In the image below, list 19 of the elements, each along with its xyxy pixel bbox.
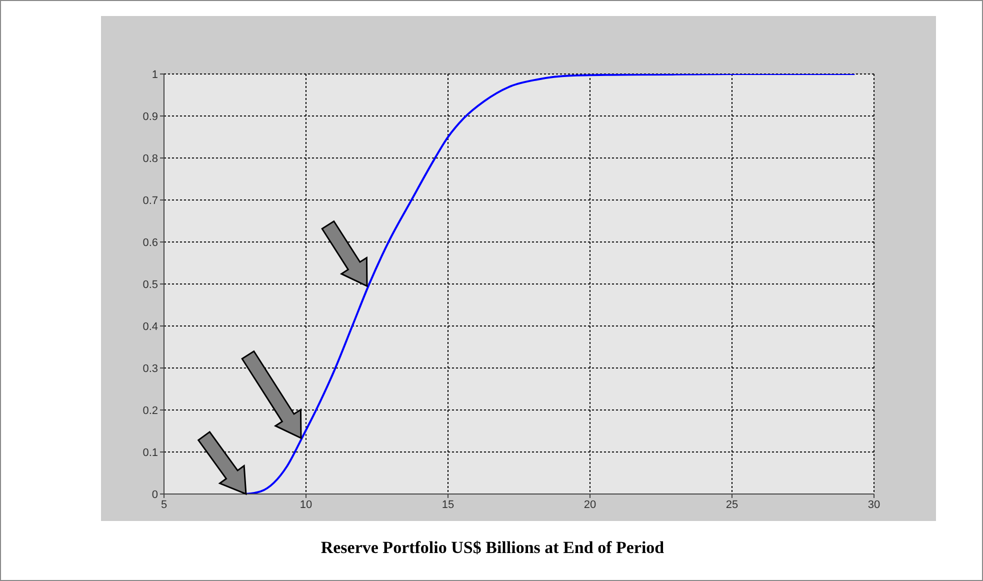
line-series — [244, 74, 856, 494]
y-tick-label: 0.1 — [142, 446, 158, 459]
x-tick-label: 15 — [442, 498, 454, 511]
y-tick-label: 0 — [152, 488, 158, 501]
y-tick-label: 0.7 — [142, 194, 158, 207]
y-tick-label: 0.3 — [142, 362, 158, 375]
y-tick-label: 0.4 — [142, 320, 158, 333]
y-tick-label: 1 — [152, 68, 158, 81]
x-tick-label: 5 — [160, 498, 168, 511]
x-axis-title: Reserve Portfolio US$ Billions at End of Period — [320, 538, 666, 558]
y-tick-label: 0.2 — [142, 404, 158, 417]
y-tick-label: 0.6 — [142, 236, 158, 249]
y-tick-label: 0.5 — [142, 278, 158, 291]
x-tick-label: 20 — [584, 498, 596, 511]
y-tick-label: 0.9 — [142, 110, 158, 123]
x-tick-label: 25 — [726, 498, 738, 511]
x-tick-label: 10 — [300, 498, 312, 511]
y-tick-label: 0.8 — [142, 152, 158, 165]
x-tick-label: 30 — [868, 498, 880, 511]
